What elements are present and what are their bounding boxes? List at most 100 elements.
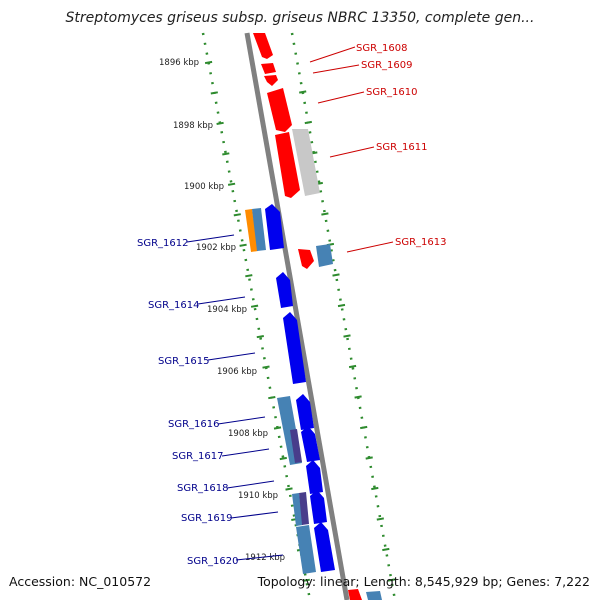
gene-label-sgr-1619[interactable]: SGR_1619 — [181, 513, 233, 524]
gene-label-sgr-1611[interactable]: SGR_1611 — [376, 142, 428, 153]
genome-axis — [244, 32, 350, 600]
ruler-tick — [204, 60, 213, 65]
gene-sgr-1620[interactable] — [314, 522, 335, 572]
gene-label-sgr-1618[interactable]: SGR_1618 — [177, 483, 229, 494]
gene-label-sgr-1617[interactable]: SGR_1617 — [172, 451, 224, 462]
gene-sgr-1611-red[interactable] — [275, 132, 300, 198]
gene-label-sgr-1609[interactable]: SGR_1609 — [361, 60, 413, 71]
ruler-tick — [285, 487, 293, 491]
ruler-tick — [222, 152, 230, 156]
ruler-tick — [354, 395, 362, 399]
ruler-ticks — [204, 60, 396, 582]
leader-line — [207, 352, 256, 361]
ruler-tick — [382, 547, 390, 552]
gene-sgr-1618[interactable] — [306, 460, 323, 494]
gene-label-sgr-1615[interactable]: SGR_1615 — [158, 356, 210, 367]
gene-sgr-1620-steel[interactable] — [296, 525, 316, 574]
left-ruler-track — [201, 32, 312, 600]
right-ruler-track — [290, 32, 397, 600]
ruler-tick — [279, 456, 287, 461]
gene-label-sgr-1608[interactable]: SGR_1608 — [356, 43, 408, 54]
gene-label-sgr-1620[interactable]: SGR_1620 — [187, 556, 239, 567]
gene-sgr-1613-red[interactable] — [298, 249, 314, 269]
ruler-tick — [304, 120, 312, 125]
leader-line — [197, 296, 246, 305]
ruler-tick — [321, 212, 329, 216]
ruler-tick — [250, 304, 259, 308]
leader-line — [226, 480, 275, 489]
gene-sgr-1608[interactable] — [253, 33, 273, 59]
leader-line — [186, 234, 235, 243]
top-strand-genes — [253, 33, 382, 600]
ruler-tick — [268, 396, 276, 400]
gene-sgr-1617[interactable] — [301, 426, 320, 462]
gene-label-sgr-1612[interactable]: SGR_1612 — [137, 238, 189, 249]
gene-sgr-1609b[interactable] — [264, 75, 278, 86]
leader-line — [317, 91, 365, 104]
ruler-tick — [233, 213, 241, 217]
kbp-label: 1898 kbp — [173, 121, 213, 131]
gene-sgr-1612[interactable] — [265, 204, 284, 250]
ruler-tick — [365, 456, 373, 460]
leader-line — [230, 511, 279, 519]
leader-line — [329, 146, 375, 158]
gene-sgr-1612-steel[interactable] — [252, 208, 266, 251]
left-gene-labels: SGR_1612 SGR_1614 SGR_1615 SGR_1616 SGR_… — [137, 234, 284, 567]
gene-sgr-1615[interactable] — [283, 312, 306, 384]
leader-line — [309, 46, 356, 63]
ruler-tick — [216, 121, 224, 125]
ruler-tick — [387, 578, 396, 582]
ruler-tick — [245, 274, 253, 278]
ruler-tick — [332, 273, 340, 277]
gene-sgr-1610[interactable] — [267, 88, 292, 132]
gene-sgr-1612-orange[interactable] — [245, 209, 258, 252]
gene-sgr-1609[interactable] — [261, 63, 276, 74]
ruler-tick — [360, 425, 368, 430]
gene-sgr-1613[interactable] — [316, 244, 333, 267]
gene-bottom-steel[interactable] — [366, 591, 382, 600]
gene-sgr-1616-blue[interactable] — [296, 394, 314, 430]
gene-sgr-1611[interactable] — [292, 129, 320, 196]
ruler-tick — [273, 426, 282, 430]
ruler-tick — [239, 243, 247, 247]
gene-sgr-1619-purple[interactable] — [299, 492, 309, 525]
ruler-tick — [337, 303, 346, 308]
leader-line — [221, 448, 270, 457]
bottom-strand-genes — [245, 204, 335, 574]
kbp-label: 1896 kbp — [159, 58, 199, 68]
genome-summary-text: Topology: linear; Length: 8,545,929 bp; … — [257, 574, 590, 589]
gene-sgr-1617-purple[interactable] — [290, 429, 302, 463]
ruler-tick — [210, 91, 218, 95]
kbp-label: 1900 kbp — [184, 182, 224, 192]
kbp-label: 1908 kbp — [228, 429, 268, 439]
ruler-tick — [348, 364, 357, 369]
leader-line — [235, 554, 284, 561]
map-title: Streptomyces griseus subsp. griseus NBRC… — [65, 10, 535, 26]
gene-sgr-1619-steel[interactable] — [292, 493, 303, 526]
kbp-label: 1904 kbp — [207, 305, 247, 315]
kbp-label: 1906 kbp — [217, 367, 257, 377]
gene-label-sgr-1614[interactable]: SGR_1614 — [148, 300, 200, 311]
gene-label-sgr-1610[interactable]: SGR_1610 — [366, 87, 418, 98]
ruler-tick — [371, 486, 379, 491]
kbp-label: 1902 kbp — [196, 243, 236, 253]
accession-text: Accession: NC_010572 — [9, 574, 152, 589]
kbp-label: 1912 kbp — [245, 553, 285, 563]
ruler-tick — [376, 517, 384, 521]
ruler-tick — [262, 365, 270, 369]
ruler-tick — [299, 90, 307, 94]
leader-line — [346, 241, 394, 253]
gene-label-sgr-1613[interactable]: SGR_1613 — [395, 237, 447, 248]
gene-bottom-red[interactable] — [348, 589, 362, 600]
gene-label-sgr-1616[interactable]: SGR_1616 — [168, 419, 220, 430]
leader-line — [312, 64, 360, 74]
kbp-label: 1910 kbp — [238, 491, 278, 501]
ruler-tick — [343, 334, 351, 338]
ruler-tick — [302, 578, 310, 582]
gene-sgr-1619[interactable] — [310, 490, 327, 524]
kbp-labels: 1896 kbp 1898 kbp 1900 kbp 1902 kbp 1904… — [159, 58, 285, 563]
ruler-tick — [227, 182, 236, 186]
leader-line — [217, 416, 266, 425]
gene-sgr-1614[interactable] — [276, 272, 293, 308]
